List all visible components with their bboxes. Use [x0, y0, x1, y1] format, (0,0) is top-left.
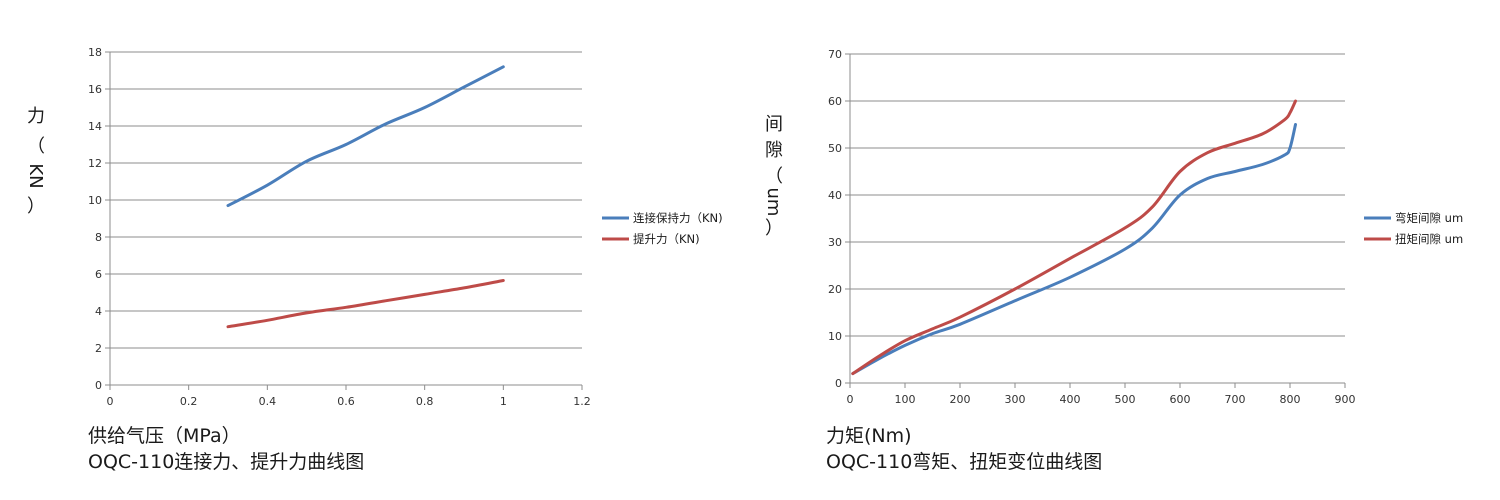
- y-tick-label: 18: [88, 46, 102, 59]
- tick-labels: 0 2 4 6 8 10 12 14 16 18 0 0.2 0.4 0.6 0.8 1 1.2: [88, 46, 591, 408]
- series-line-1: [226, 65, 505, 208]
- gridlines: [850, 53, 1345, 337]
- y-axis-title: 间隙 （um）: [763, 114, 784, 239]
- y-tick-label: 60: [828, 95, 842, 108]
- y-tick-label: 6: [95, 268, 102, 281]
- y-title-part: 力: [27, 106, 45, 127]
- x-axis-title: 力矩(Nm): [826, 425, 912, 447]
- series-line-1: [851, 123, 1297, 376]
- y-tick-label: 8: [95, 231, 102, 244]
- y-tick-label: 20: [828, 283, 842, 296]
- y-tick-label: 2: [95, 342, 102, 355]
- y-tick-label: 14: [88, 120, 102, 133]
- legend-label: 扭矩间隙 um: [1395, 232, 1463, 246]
- x-tick-label: 100: [895, 393, 916, 406]
- x-tick-label: 1.2: [573, 395, 591, 408]
- x-tick-label: 0: [107, 395, 114, 408]
- x-tick-label: 400: [1060, 393, 1081, 406]
- chart-caption: OQC-110连接力、提升力曲线图: [88, 451, 365, 473]
- y-axis-title: 力 （ KN ）: [25, 106, 46, 217]
- chart-caption: OQC-110弯矩、扭矩变位曲线图: [826, 451, 1103, 473]
- chart-force-vs-pressure: 0 2 4 6 8 10 12 14 16 18 0 0.2 0.4 0.6 0.8 1 1.2 连接保持力（K…: [25, 46, 723, 408]
- legend-label: 提升力（KN): [633, 232, 700, 246]
- x-tick-label: 1: [500, 395, 507, 408]
- legend: 连接保持力（KN) 提升力（KN): [602, 211, 723, 246]
- x-tick-label: 600: [1170, 393, 1191, 406]
- y-tick-label: 10: [88, 194, 102, 207]
- series-lines: [851, 99, 1297, 376]
- y-title-part: um: [763, 188, 784, 217]
- y-title-part: 间: [765, 114, 783, 135]
- series-line-2: [226, 279, 505, 329]
- series-line-2: [851, 99, 1297, 376]
- x-tick-label: 300: [1005, 393, 1026, 406]
- x-tick-label: 700: [1225, 393, 1246, 406]
- legend: 弯矩间隙 um 扭矩间隙 um: [1364, 211, 1463, 246]
- y-title-part: ）: [27, 196, 45, 217]
- y-tick-label: 10: [828, 330, 842, 343]
- gridlines: [110, 51, 582, 349]
- y-tick-label: 12: [88, 157, 102, 170]
- x-tick-label: 800: [1280, 393, 1301, 406]
- y-tick-label: 40: [828, 189, 842, 202]
- legend-label: 连接保持力（KN): [633, 211, 723, 225]
- y-tick-label: 50: [828, 142, 842, 155]
- y-title-part: （: [765, 166, 783, 187]
- y-tick-label: 30: [828, 236, 842, 249]
- axes: [845, 53, 1346, 388]
- legend-label: 弯矩间隙 um: [1395, 211, 1463, 225]
- y-tick-label: 4: [95, 305, 102, 318]
- x-tick-label: 0: [847, 393, 854, 406]
- y-title-part: KN: [25, 163, 46, 188]
- x-tick-label: 0.4: [259, 395, 277, 408]
- left-caption-block: 供给气压（MPa） OQC-110连接力、提升力曲线图: [88, 423, 364, 475]
- right-caption-block: 力矩(Nm) OQC-110弯矩、扭矩变位曲线图: [826, 423, 1102, 475]
- x-tick-label: 500: [1115, 393, 1136, 406]
- y-tick-label: 0: [835, 377, 842, 390]
- y-tick-label: 16: [88, 83, 102, 96]
- y-tick-label: 0: [95, 379, 102, 392]
- y-title-part: 隙: [765, 140, 783, 161]
- axes: [105, 51, 583, 390]
- series-lines: [226, 65, 505, 329]
- y-title-part: （: [27, 136, 45, 157]
- x-tick-label: 900: [1335, 393, 1356, 406]
- x-tick-label: 0.8: [416, 395, 434, 408]
- y-title-part: ）: [765, 218, 783, 239]
- x-tick-label: 0.6: [337, 395, 355, 408]
- x-tick-label: 200: [950, 393, 971, 406]
- y-tick-label: 70: [828, 48, 842, 61]
- x-axis-title: 供给气压（MPa）: [88, 425, 241, 447]
- x-tick-label: 0.2: [180, 395, 198, 408]
